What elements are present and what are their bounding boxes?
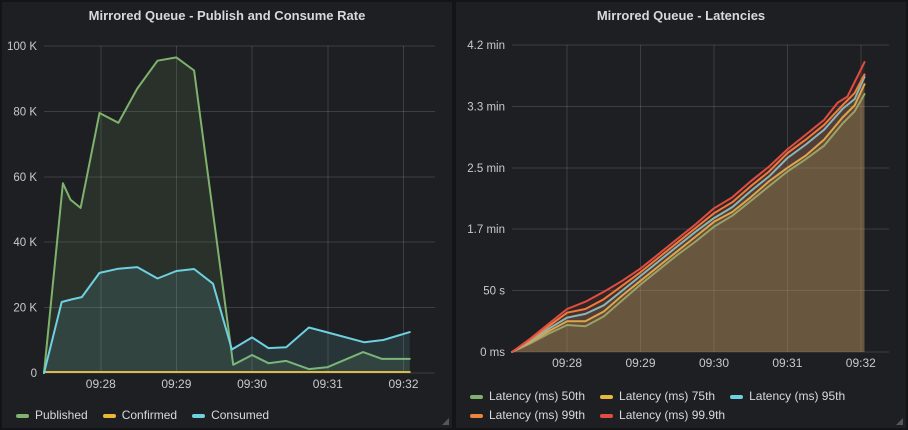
legend-label: Latency (ms) 99th [489, 408, 586, 422]
series-line-latency-ms-50th [511, 93, 866, 353]
x-axis-tick-label: 09:30 [237, 377, 267, 391]
y-axis-tick-label: 0 ms [480, 347, 505, 359]
x-axis-tick-label: 09:31 [772, 356, 802, 370]
y-axis-tick-label: 3.3 min [467, 101, 505, 113]
series-area-latency-ms-99-9th [512, 62, 865, 352]
series-line-latency-ms-99th [511, 73, 866, 353]
legend-item-confirmed[interactable]: Confirmed [102, 408, 178, 423]
series-color-swatch [192, 413, 206, 418]
series-color-swatch [470, 413, 483, 418]
x-axis-tick-label: 09:28 [86, 377, 116, 391]
y-axis-tick-label: 60 K [13, 172, 37, 184]
series-color-swatch [470, 394, 483, 399]
legend-label: Latency (ms) 99.9th [619, 408, 726, 422]
series-area-latency-ms-99th [512, 74, 865, 352]
legend-label: Published [35, 408, 88, 422]
series-area-latency-ms-75th [512, 84, 865, 353]
legend-label: Confirmed [121, 408, 178, 422]
y-axis-tick-label: 0 [31, 368, 37, 380]
legend-item-latency-ms-50th[interactable]: Latency (ms) 50th [470, 389, 585, 404]
series-color-swatch [600, 413, 614, 418]
y-axis-tick-label: 20 K [13, 303, 37, 315]
legend-label: Latency (ms) 95th [749, 389, 846, 403]
latencies-chart[interactable]: 0 ms 50 s 1.7 min 2.5 min 3.3 min 4.2 min 09:2… [456, 2, 906, 428]
publish-consume-rate-chart[interactable]: 0 20 K 40 K 60 K 80 K 100 K 09:28 09:29 09:30 09:… [2, 2, 452, 428]
series-color-swatch [16, 413, 29, 418]
legend: Published Confirmed Consumed [16, 408, 440, 423]
series-area-latency-ms-95th [512, 76, 865, 353]
panel-publish-consume-rate: Mirrored Queue - Publish and Consume Rat… [2, 2, 452, 428]
panel-resize-handle[interactable] [442, 418, 449, 425]
series-line-latency-ms-95th [511, 75, 866, 353]
x-axis-tick-label: 09:30 [699, 356, 729, 370]
y-axis-tick-label: 1.7 min [467, 224, 505, 236]
legend-item-latency-ms-99-9th[interactable]: Latency (ms) 99.9th [600, 408, 725, 423]
legend-item-latency-ms-99th[interactable]: Latency (ms) 99th [470, 408, 585, 423]
y-axis-tick-label: 80 K [13, 106, 37, 118]
legend-item-latency-ms-75th[interactable]: Latency (ms) 75th [600, 389, 715, 404]
legend-label: Latency (ms) 75th [619, 389, 716, 403]
legend-item-consumed[interactable]: Consumed [192, 408, 269, 423]
series-line-latency-ms-75th [511, 83, 866, 353]
legend-label: Latency (ms) 50th [489, 389, 586, 403]
panel-title[interactable]: Mirrored Queue - Latencies [596, 8, 766, 23]
x-axis-tick-label: 09:32 [846, 356, 876, 370]
legend-item-published[interactable]: Published [16, 408, 88, 423]
y-axis-tick-label: 4.2 min [467, 40, 505, 52]
x-axis-tick-label: 09:31 [313, 377, 343, 391]
y-axis-tick-label: 100 K [7, 41, 37, 53]
legend-label: Consumed [211, 408, 270, 422]
series-line-published [43, 56, 411, 374]
x-axis-tick-label: 09:29 [625, 356, 655, 370]
y-axis-tick-label: 40 K [13, 237, 37, 249]
panel-resize-handle[interactable] [896, 418, 903, 425]
series-line-consumed [43, 266, 411, 374]
series-area-latency-ms-50th [512, 94, 865, 352]
series-area-published [44, 57, 410, 374]
panel-latencies: Mirrored Queue - Latencies 0 ms 50 s 1.7 m… [456, 2, 906, 428]
legend: Latency (ms) 50th Latency (ms) 75th Latenc… [470, 389, 894, 423]
series-color-swatch [600, 394, 614, 399]
x-axis-tick-label: 09:29 [161, 377, 191, 391]
x-axis-tick-label: 09:32 [388, 377, 418, 391]
y-axis-tick-label: 2.5 min [467, 163, 505, 175]
series-line-latency-ms-99-9th [511, 61, 866, 353]
series-area-consumed [44, 267, 410, 373]
x-axis-tick-label: 09:28 [552, 356, 582, 370]
legend-item-latency-ms-95th[interactable]: Latency (ms) 95th [730, 389, 845, 404]
series-color-swatch [730, 394, 744, 399]
y-axis-tick-label: 50 s [483, 286, 505, 298]
series-color-swatch [102, 413, 116, 418]
panel-title[interactable]: Mirrored Queue - Publish and Consume Rat… [88, 8, 366, 23]
